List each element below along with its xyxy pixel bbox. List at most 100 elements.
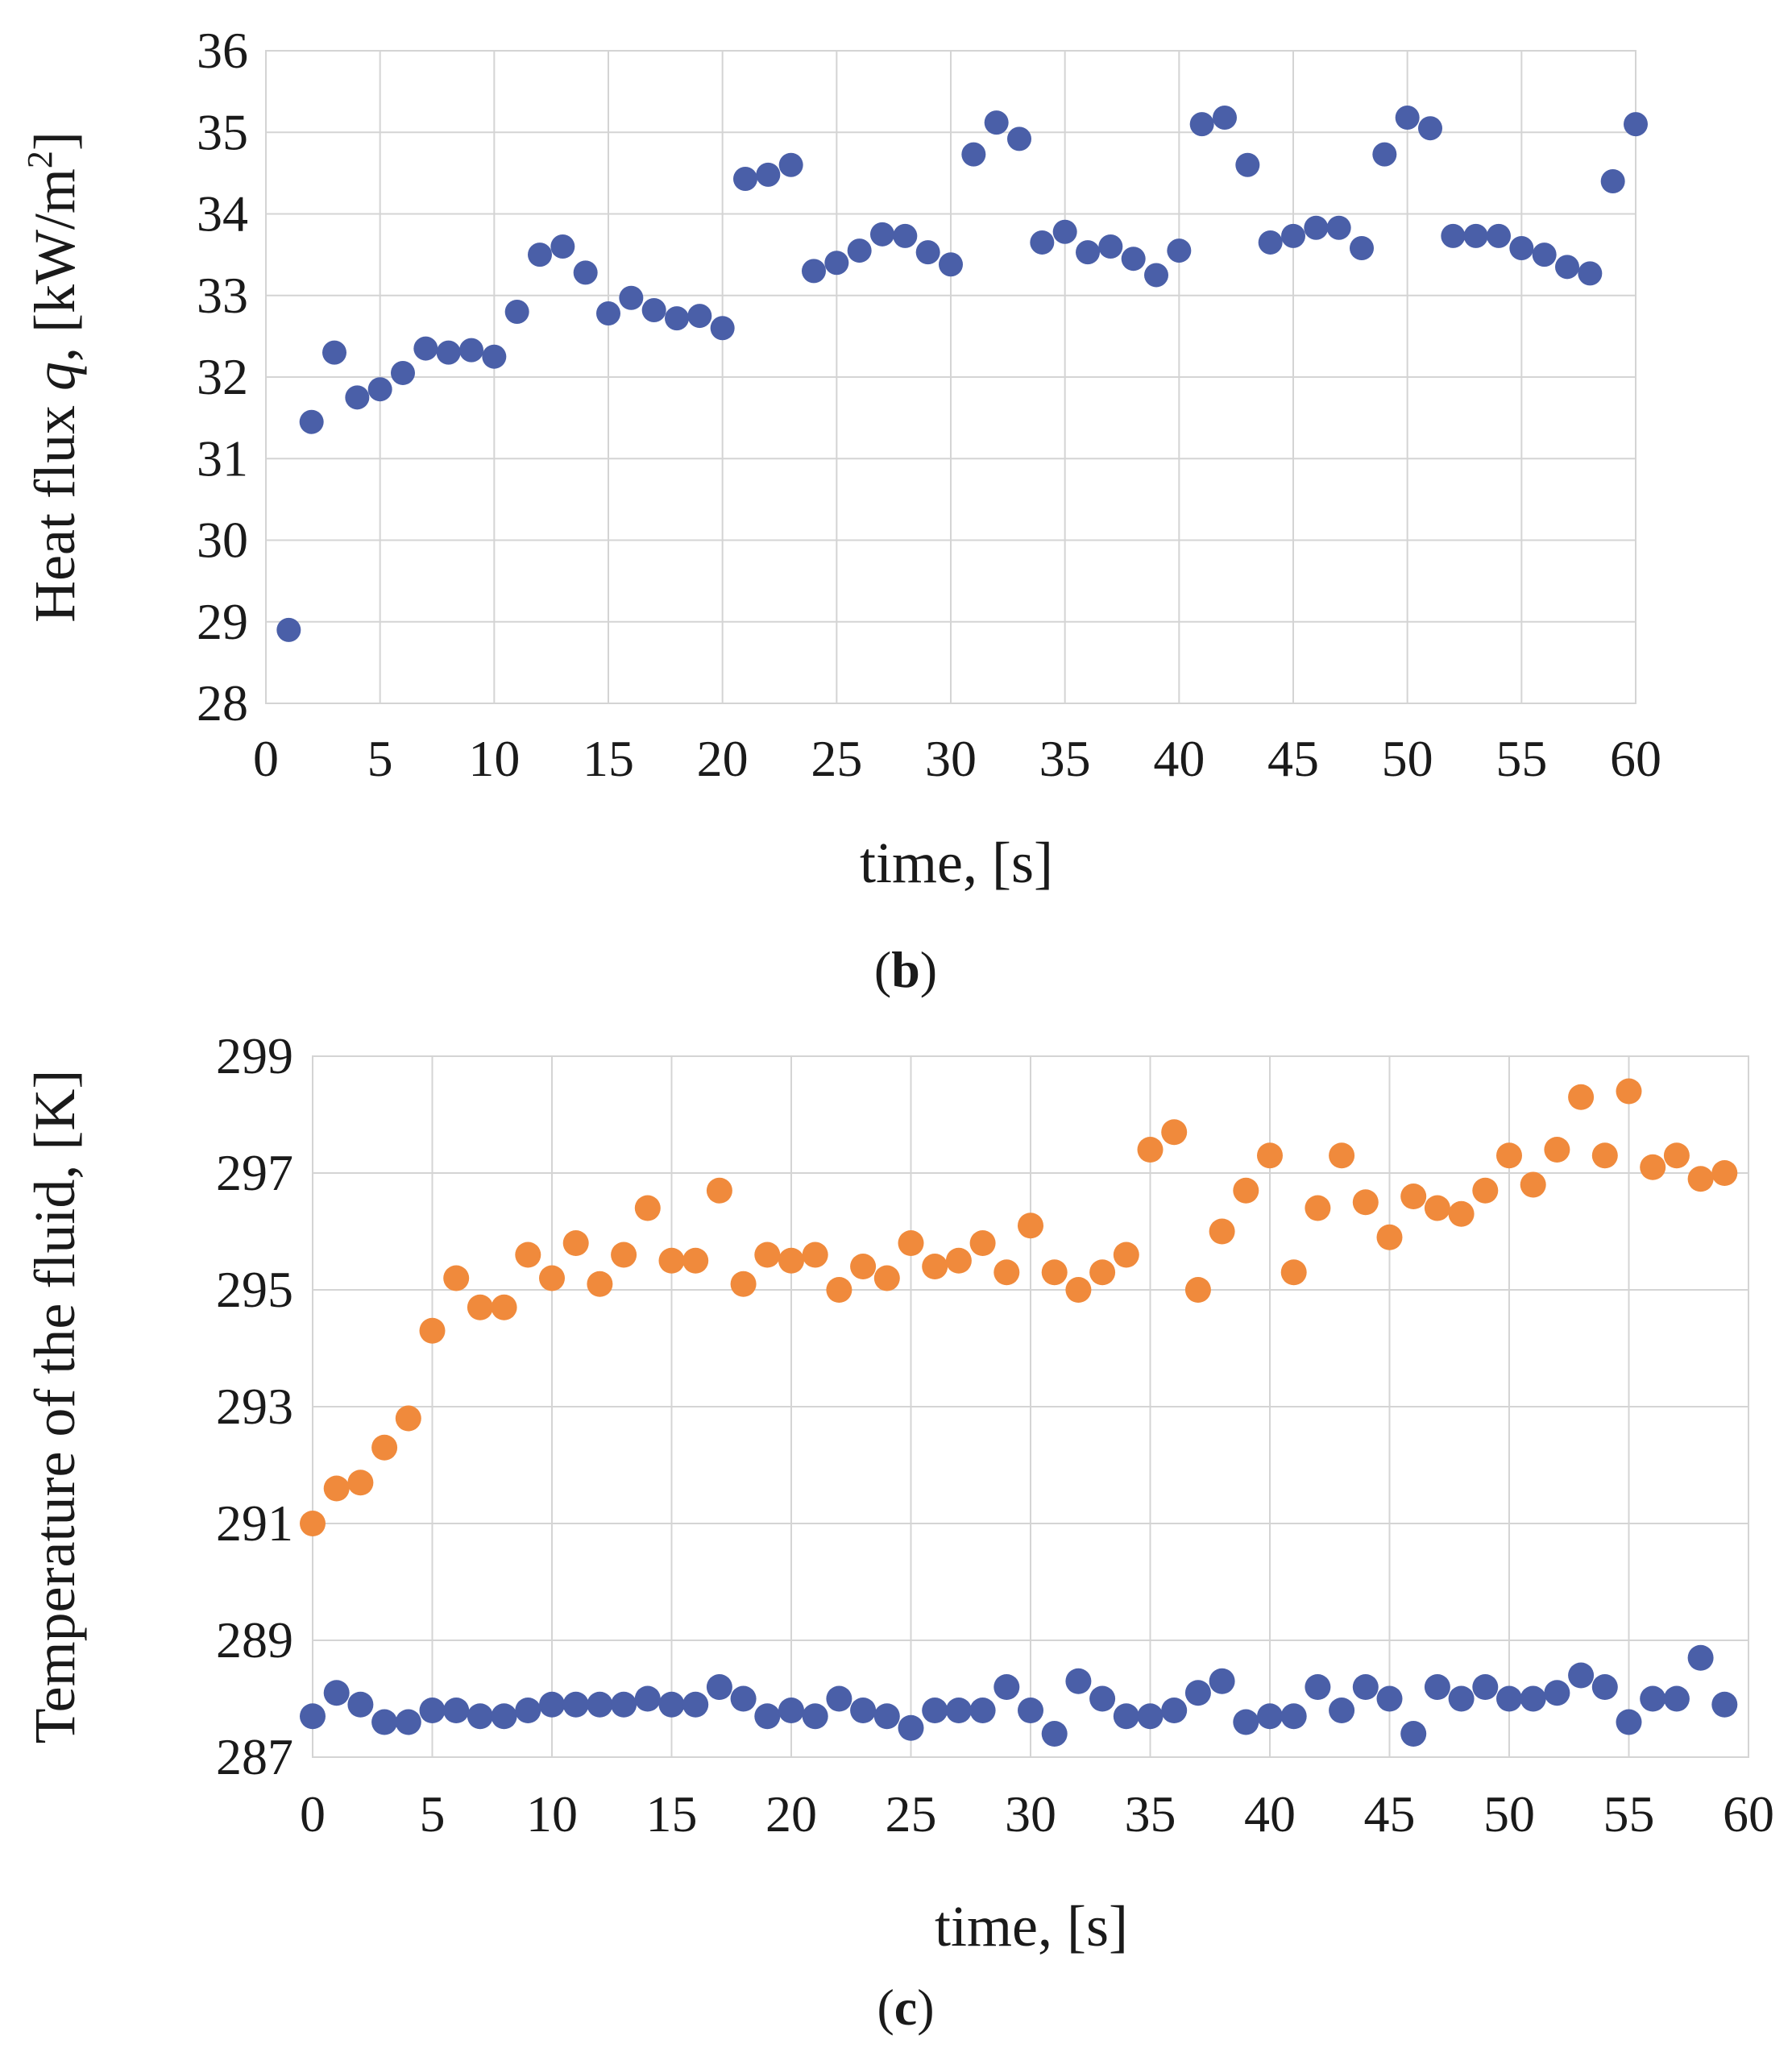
data-point (1018, 1213, 1043, 1239)
x-tick-label: 25 (811, 730, 862, 787)
data-point (710, 316, 735, 341)
y-tick-label: 34 (197, 185, 248, 243)
y-tick-label: 297 (216, 1144, 293, 1201)
data-point (1280, 1703, 1307, 1730)
data-point (1052, 219, 1077, 244)
data-point (1463, 223, 1488, 248)
data-point (1280, 1259, 1307, 1286)
data-point (1441, 223, 1466, 248)
y-tick-label: 33 (197, 267, 248, 324)
grid-c (312, 1055, 1749, 1758)
data-point (1578, 261, 1603, 286)
x-tick-label: 55 (1603, 1785, 1655, 1843)
x-tick-label: 0 (253, 730, 279, 787)
data-point (802, 1703, 828, 1730)
data-point (1233, 1709, 1259, 1735)
data-point (539, 1265, 565, 1291)
data-point (1304, 215, 1329, 240)
data-point (778, 1247, 804, 1274)
data-point (826, 1277, 852, 1303)
data-point (1167, 238, 1192, 263)
data-point (1376, 1224, 1403, 1250)
data-point (1144, 263, 1168, 288)
y-tick-label: 35 (197, 103, 248, 160)
data-point (1591, 1142, 1618, 1169)
data-point (1544, 1137, 1570, 1163)
data-point (634, 1195, 661, 1221)
data-point (1137, 1137, 1164, 1163)
x-tick-label: 30 (1005, 1785, 1056, 1843)
x-tick-label: 55 (1495, 730, 1547, 787)
data-point (1329, 1698, 1355, 1723)
data-point (1329, 1142, 1355, 1169)
data-point (1257, 1703, 1283, 1730)
data-point (371, 1709, 398, 1735)
y-tick-label: 32 (197, 348, 248, 405)
data-point (539, 1691, 565, 1718)
data-point (778, 1698, 804, 1723)
data-point (1007, 126, 1031, 151)
data-point (587, 1271, 613, 1297)
data-point (1687, 1166, 1714, 1192)
data-point (730, 1685, 757, 1712)
data-point (1568, 1662, 1595, 1689)
data-point (733, 166, 757, 191)
x-tick-label: 0 (300, 1785, 326, 1843)
data-point (436, 340, 461, 365)
data-point (504, 300, 529, 324)
x-tick-label: 10 (468, 730, 520, 787)
data-point (969, 1698, 996, 1723)
data-point (754, 1703, 781, 1730)
data-point (993, 1259, 1020, 1286)
points-b (276, 106, 1648, 642)
data-point (898, 1714, 924, 1741)
chart-panel-c: 287 289 291 293 295 297 299 0 5 10 15 20 25 30 35 40 45… (23, 1027, 1774, 2036)
data-point (300, 1511, 326, 1536)
data-point (1113, 1703, 1139, 1730)
y-tick-label: 36 (197, 22, 248, 79)
data-point (1209, 1668, 1235, 1694)
x-tick-label: 15 (646, 1785, 698, 1843)
x-tick-label: 5 (420, 1785, 446, 1843)
data-point (1376, 1685, 1403, 1712)
y-axis-label-b: Heat flux q, [kW/m2] (20, 131, 87, 623)
data-point (619, 285, 644, 310)
y-tick-label: 30 (197, 512, 248, 569)
data-point (459, 338, 483, 363)
x-axis-label-c: time, [s] (935, 1894, 1128, 1959)
x-tick-label: 60 (1723, 1785, 1774, 1843)
data-point (1418, 116, 1442, 141)
x-tick-label: 10 (526, 1785, 578, 1843)
data-point (515, 1698, 541, 1723)
data-point (1487, 223, 1511, 248)
data-point (611, 1242, 637, 1268)
x-tick-label: 15 (583, 730, 634, 787)
data-point (756, 162, 781, 187)
data-point (1041, 1721, 1068, 1747)
data-point (634, 1685, 661, 1712)
data-point (1281, 223, 1305, 248)
data-point (658, 1247, 685, 1274)
data-point (491, 1294, 517, 1320)
data-point (873, 1265, 900, 1291)
data-point (682, 1247, 709, 1274)
data-point (1472, 1674, 1499, 1700)
data-point (1089, 1685, 1116, 1712)
x-tick-label: 50 (1382, 730, 1433, 787)
data-point (1018, 1698, 1043, 1723)
data-point (1520, 1685, 1546, 1712)
data-point (550, 234, 575, 259)
data-point (467, 1703, 493, 1730)
data-point (1520, 1171, 1546, 1198)
data-point (1065, 1277, 1092, 1303)
y-tick-label: 299 (216, 1027, 293, 1084)
x-tick-label: 60 (1610, 730, 1661, 787)
data-point (658, 1691, 685, 1718)
data-point (1624, 112, 1648, 137)
x-tick-label: 35 (1125, 1785, 1176, 1843)
data-point (1065, 1668, 1092, 1694)
data-point (1509, 236, 1534, 261)
data-point (562, 1691, 589, 1718)
x-tick-label: 40 (1244, 1785, 1296, 1843)
